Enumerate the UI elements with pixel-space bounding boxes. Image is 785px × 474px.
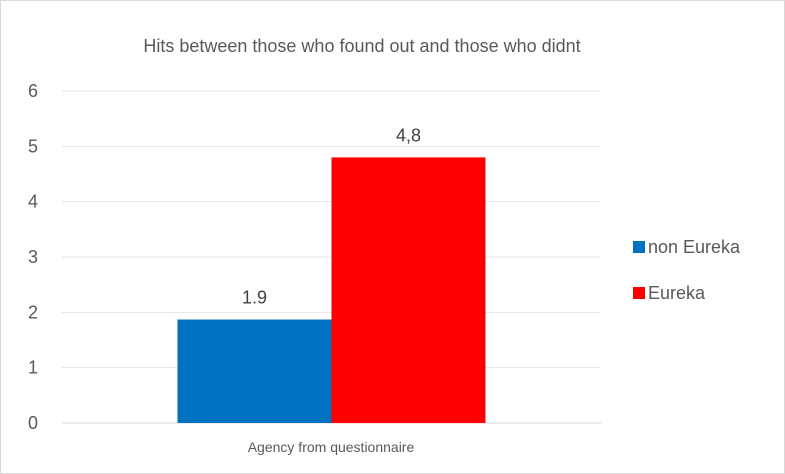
- bars: 1.9 4,8: [177, 125, 486, 423]
- chart-title: Hits between those who found out and tho…: [143, 36, 580, 56]
- bar-non-eureka: [177, 319, 332, 423]
- y-tick-label: 3: [28, 247, 38, 267]
- y-axis: 0 1 2 3 4 5 6: [28, 81, 38, 433]
- x-axis: Agency from questionnaire: [248, 439, 415, 455]
- legend: non Eureka Eureka: [633, 237, 741, 303]
- y-tick-label: 5: [28, 136, 38, 156]
- y-tick-label: 6: [28, 81, 38, 101]
- data-label: 1.9: [242, 288, 267, 308]
- legend-swatch: [633, 287, 645, 299]
- y-tick-label: 2: [28, 302, 38, 322]
- y-tick-label: 4: [28, 192, 38, 212]
- legend-label: non Eureka: [648, 237, 741, 257]
- category-label: Agency from questionnaire: [248, 439, 415, 455]
- bar-eureka: [331, 157, 486, 423]
- y-tick-label: 0: [28, 413, 38, 433]
- legend-label: Eureka: [648, 283, 706, 303]
- legend-swatch: [633, 241, 645, 253]
- data-label: 4,8: [396, 125, 421, 145]
- y-tick-label: 1: [28, 358, 38, 378]
